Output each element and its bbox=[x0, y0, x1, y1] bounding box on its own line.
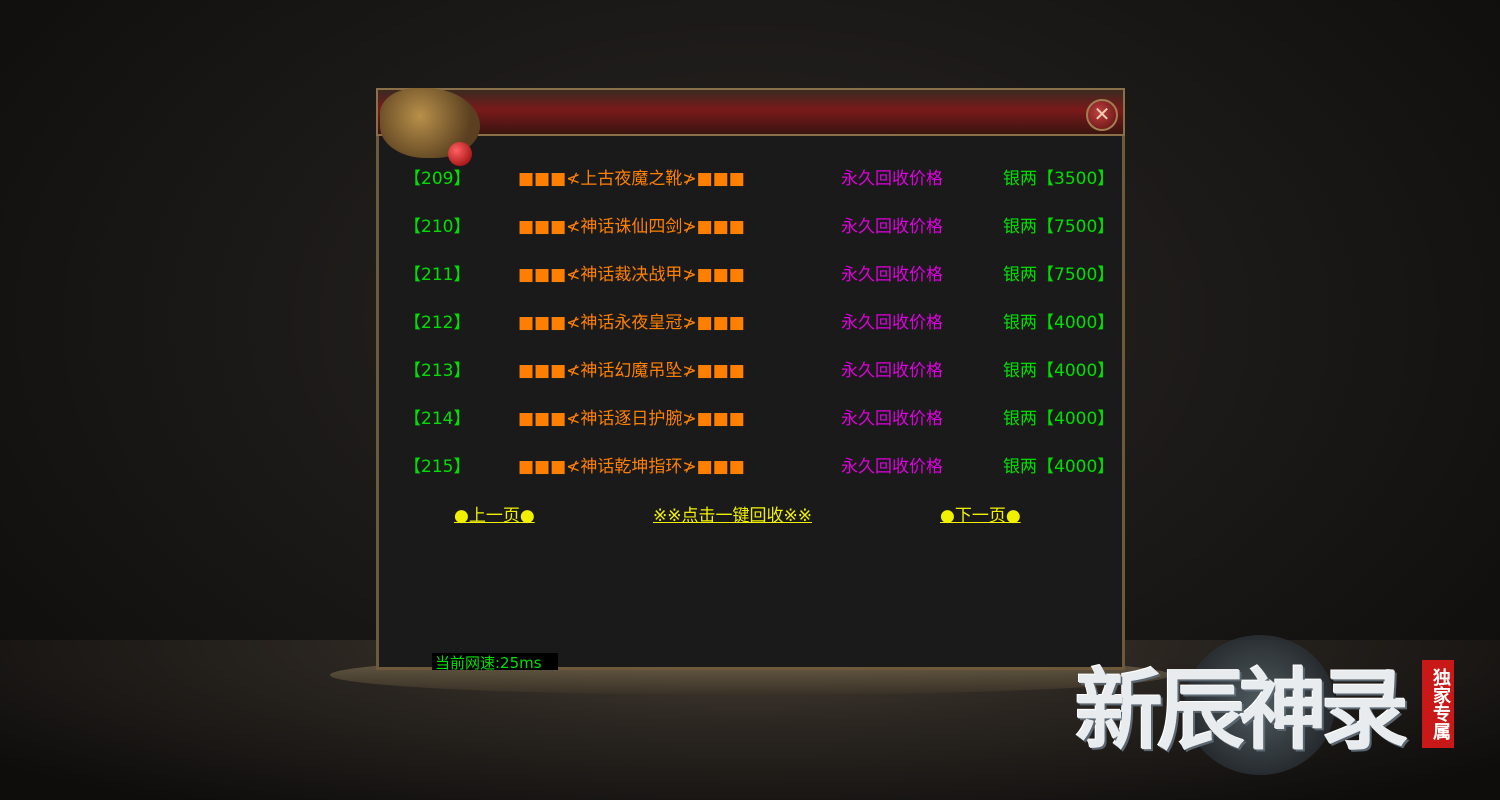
prev-page-link[interactable]: ●上一页● bbox=[454, 506, 535, 526]
recycle-label: 永久回收价格 bbox=[841, 217, 943, 237]
game-logo: 新辰神录 独家专属 bbox=[1075, 630, 1475, 780]
recycle-label: 永久回收价格 bbox=[841, 457, 943, 477]
table-row: 【214】 ■■■≮神话逐日护腕≯■■■ 永久回收价格 银两【4000】 bbox=[0, 407, 1500, 431]
item-name: ■■■≮神话幻魔吊坠≯■■■ bbox=[518, 361, 745, 381]
table-row: 【212】 ■■■≮神话永夜皇冠≯■■■ 永久回收价格 银两【4000】 bbox=[0, 311, 1500, 335]
table-row: 【210】 ■■■≮神话诛仙四剑≯■■■ 永久回收价格 银两【7500】 bbox=[0, 215, 1500, 239]
dialog-header[interactable] bbox=[376, 88, 1125, 136]
item-name: ■■■≮神话诛仙四剑≯■■■ bbox=[518, 217, 745, 237]
network-speed: 当前网速:25ms bbox=[432, 653, 558, 670]
close-button[interactable]: ✕ bbox=[1086, 99, 1118, 131]
table-row: 【211】 ■■■≮神话裁决战甲≯■■■ 永久回收价格 银两【7500】 bbox=[0, 263, 1500, 287]
table-row: 【215】 ■■■≮神话乾坤指环≯■■■ 永久回收价格 银两【4000】 bbox=[0, 455, 1500, 479]
item-name: ■■■≮神话永夜皇冠≯■■■ bbox=[518, 313, 745, 333]
recycle-all-link[interactable]: ※※点击一键回收※※ bbox=[653, 506, 812, 526]
recycle-label: 永久回收价格 bbox=[841, 169, 943, 189]
recycle-label: 永久回收价格 bbox=[841, 361, 943, 381]
item-id: 【211】 bbox=[404, 265, 471, 285]
next-page-link[interactable]: ●下一页● bbox=[940, 506, 1021, 526]
recycle-price: 银两【3500】 bbox=[1003, 169, 1115, 189]
recycle-price: 银两【4000】 bbox=[1003, 361, 1115, 381]
item-id: 【212】 bbox=[404, 313, 471, 333]
recycle-label: 永久回收价格 bbox=[841, 265, 943, 285]
recycle-price: 银两【4000】 bbox=[1003, 313, 1115, 333]
recycle-price: 银两【7500】 bbox=[1003, 217, 1115, 237]
item-name: ■■■≮神话乾坤指环≯■■■ bbox=[518, 457, 745, 477]
recycle-dialog bbox=[376, 88, 1125, 670]
item-id: 【214】 bbox=[404, 409, 471, 429]
recycle-label: 永久回收价格 bbox=[841, 313, 943, 333]
recycle-price: 银两【7500】 bbox=[1003, 265, 1115, 285]
item-id: 【210】 bbox=[404, 217, 471, 237]
recycle-price: 银两【4000】 bbox=[1003, 409, 1115, 429]
logo-disc bbox=[1185, 635, 1335, 775]
recycle-label: 永久回收价格 bbox=[841, 409, 943, 429]
red-orb-icon bbox=[448, 142, 472, 166]
item-name: ■■■≮神话裁决战甲≯■■■ bbox=[518, 265, 745, 285]
logo-badge: 独家专属 bbox=[1422, 660, 1454, 748]
item-id: 【215】 bbox=[404, 457, 471, 477]
item-name: ■■■≮上古夜魔之靴≯■■■ bbox=[518, 169, 745, 189]
recycle-price: 银两【4000】 bbox=[1003, 457, 1115, 477]
item-id: 【213】 bbox=[404, 361, 471, 381]
item-id: 【209】 bbox=[404, 169, 471, 189]
table-row: 【213】 ■■■≮神话幻魔吊坠≯■■■ 永久回收价格 银两【4000】 bbox=[0, 359, 1500, 383]
table-row: 【209】 ■■■≮上古夜魔之靴≯■■■ 永久回收价格 银两【3500】 bbox=[0, 167, 1500, 191]
close-x-icon: ✕ bbox=[1093, 102, 1111, 126]
logo-title: 新辰神录 bbox=[1075, 658, 1409, 762]
item-name: ■■■≮神话逐日护腕≯■■■ bbox=[518, 409, 745, 429]
